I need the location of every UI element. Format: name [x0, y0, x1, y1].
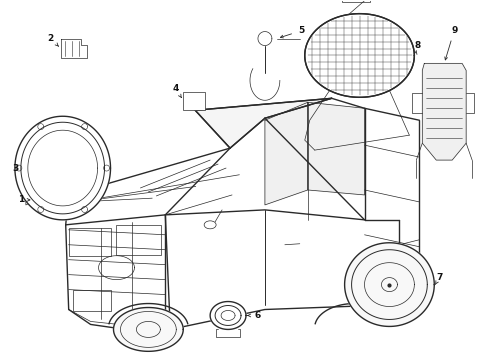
Polygon shape — [210, 302, 246, 329]
Text: 3: 3 — [13, 163, 19, 172]
Text: 6: 6 — [255, 311, 261, 320]
Text: 4: 4 — [172, 84, 178, 93]
Bar — [116, 225, 161, 255]
Polygon shape — [265, 102, 308, 205]
Text: 5: 5 — [299, 26, 305, 35]
Polygon shape — [344, 243, 434, 327]
Polygon shape — [308, 102, 365, 195]
Text: 1: 1 — [18, 195, 24, 204]
Bar — [73, 289, 111, 311]
Text: 9: 9 — [451, 26, 457, 35]
Ellipse shape — [204, 221, 216, 229]
Text: 7: 7 — [436, 273, 442, 282]
Polygon shape — [195, 98, 332, 148]
Bar — [183, 92, 205, 110]
Bar — [69, 228, 111, 256]
Text: 2: 2 — [48, 34, 54, 43]
Polygon shape — [61, 39, 87, 58]
Bar — [342, 0, 369, 2]
Text: 8: 8 — [414, 41, 420, 50]
Polygon shape — [305, 14, 415, 97]
Polygon shape — [422, 63, 466, 160]
Polygon shape — [114, 307, 183, 351]
Polygon shape — [15, 116, 111, 220]
